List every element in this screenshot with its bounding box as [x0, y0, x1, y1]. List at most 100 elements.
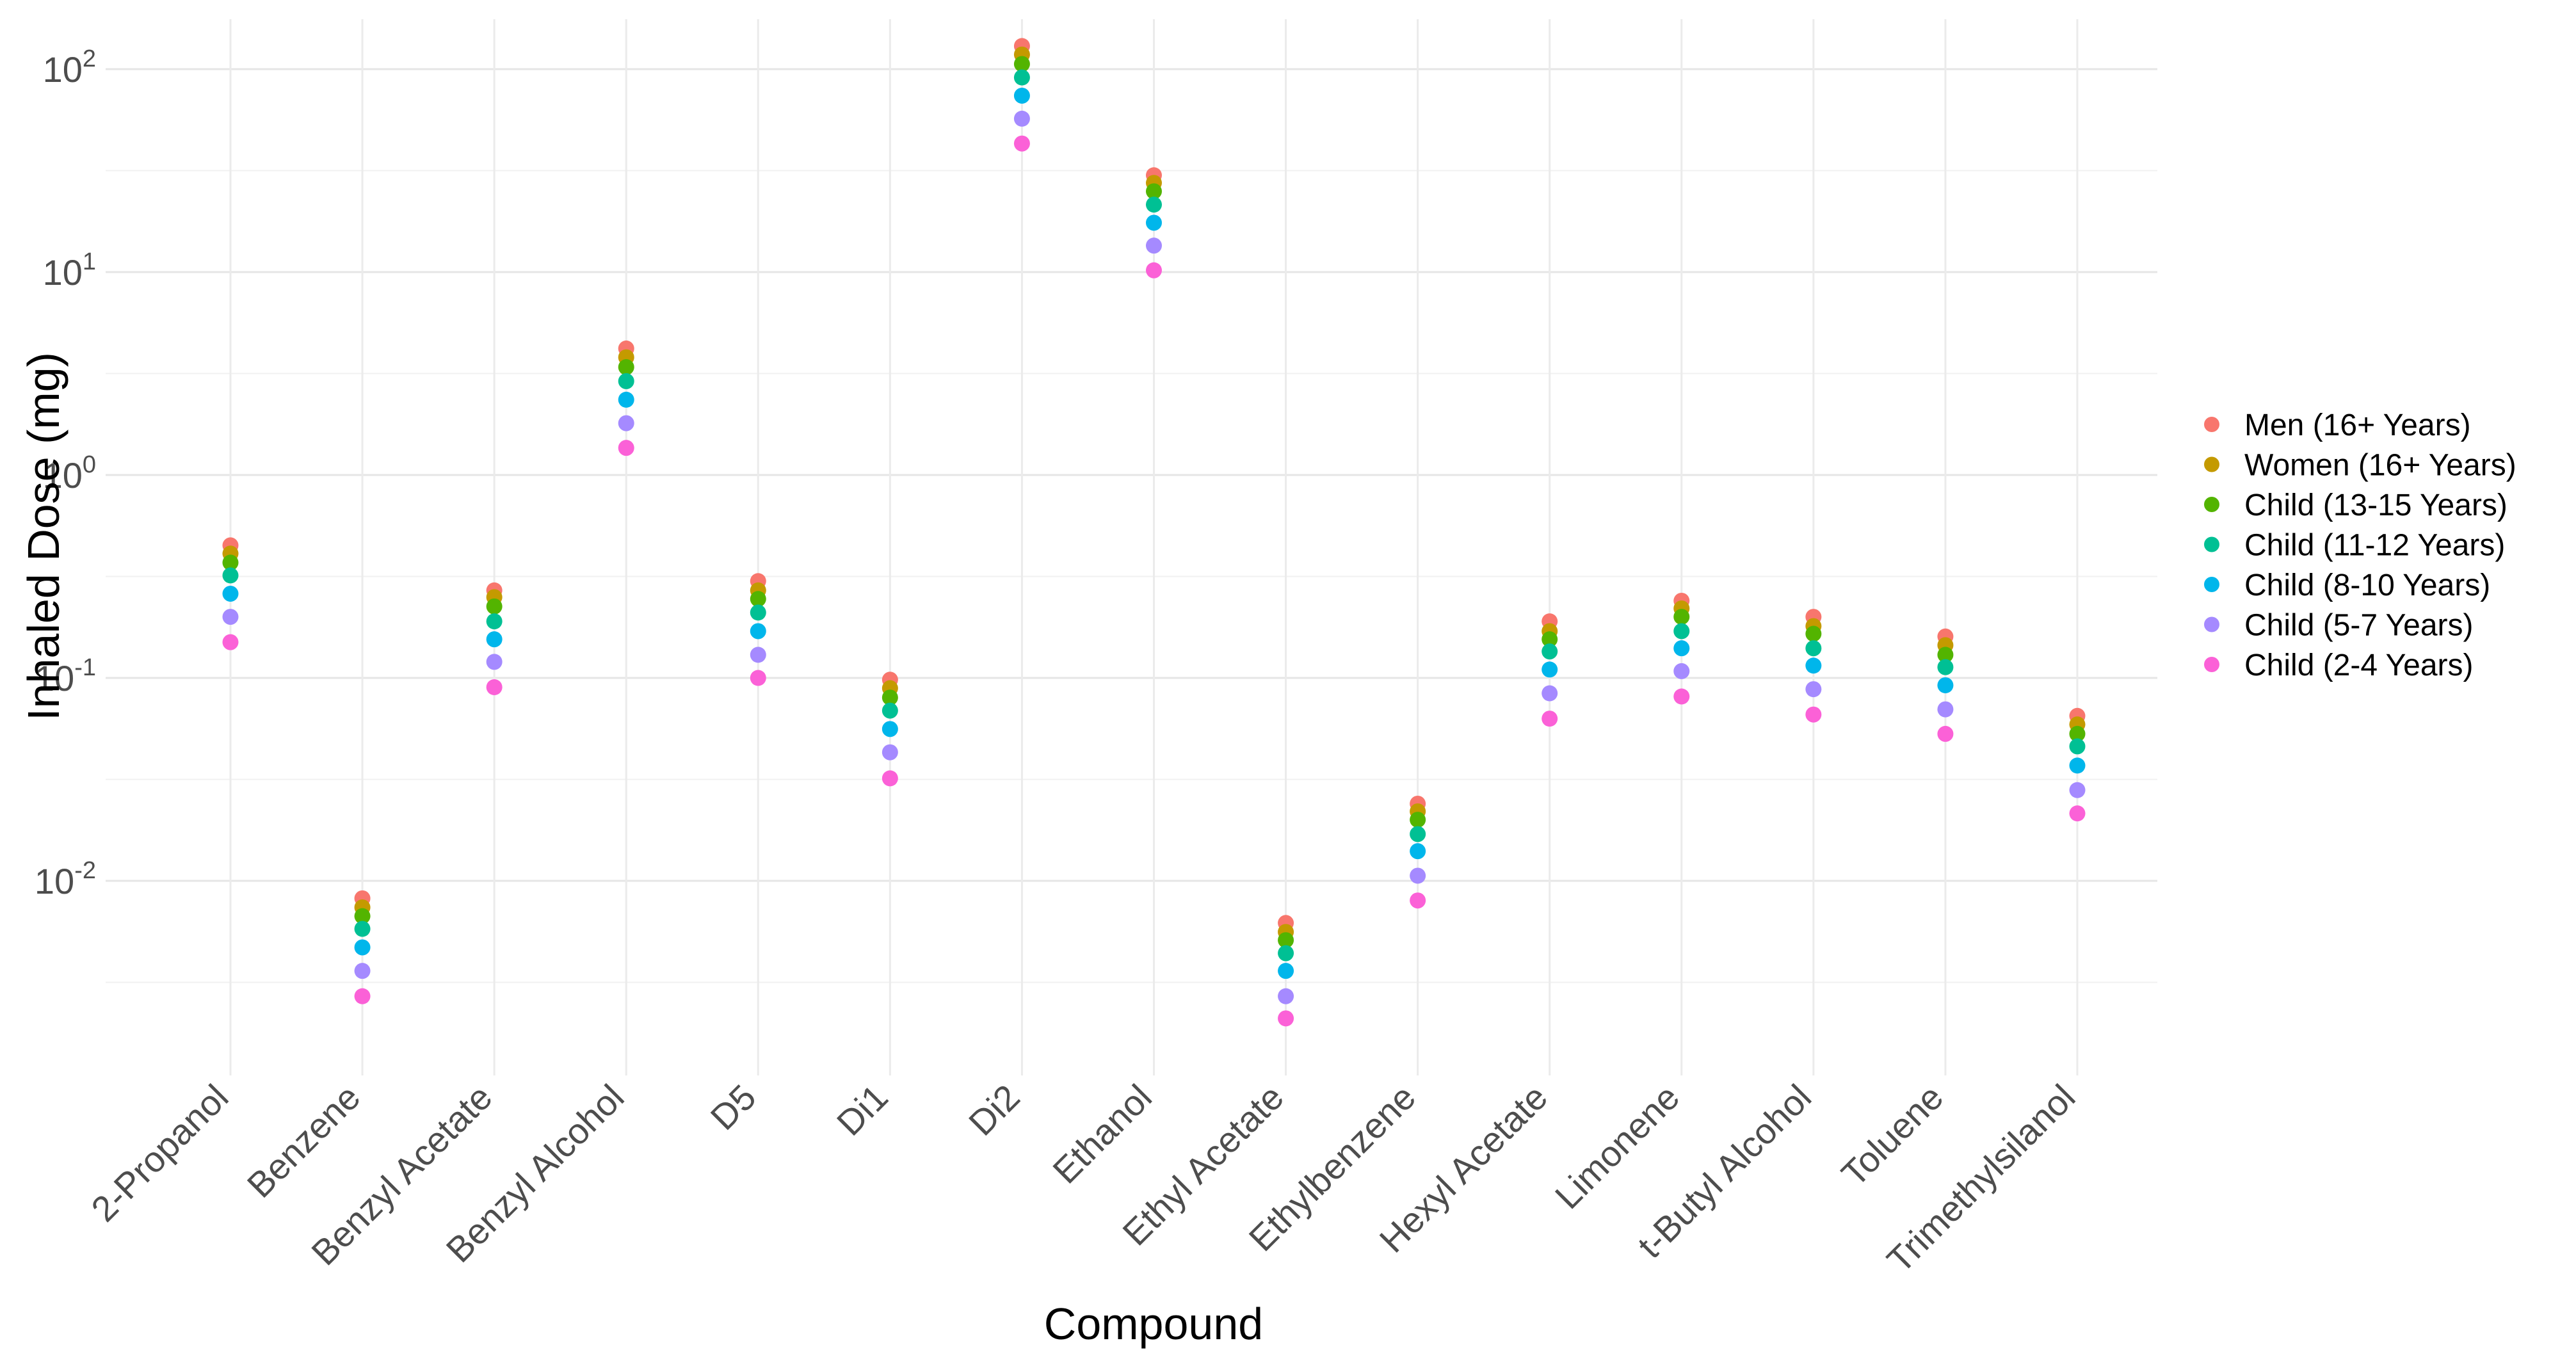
x-tick-label: D5	[703, 1077, 764, 1138]
y-tick-exponent: 2	[83, 45, 96, 72]
y-tick-base: 10	[35, 658, 74, 698]
x-tick-label: Benzene	[239, 1077, 368, 1205]
data-point	[881, 702, 898, 719]
data-point	[1542, 631, 1558, 648]
legend-key	[2204, 616, 2219, 632]
x-axis-title: Compound	[1044, 1299, 1263, 1349]
data-point	[1937, 701, 1954, 718]
grid-layer	[106, 19, 2157, 1075]
data-point	[2069, 725, 2086, 742]
data-point	[1013, 56, 1030, 72]
data-point	[1146, 214, 1162, 231]
data-point	[881, 744, 898, 760]
data-point	[486, 654, 503, 670]
data-point	[222, 609, 239, 625]
data-point	[486, 613, 503, 630]
data-point	[750, 670, 766, 686]
data-point	[1410, 812, 1426, 828]
data-point	[486, 598, 503, 615]
data-point	[1673, 640, 1690, 657]
data-point	[881, 689, 898, 706]
legend-label: Child (8-10 Years)	[2244, 568, 2490, 602]
y-tick-base: 10	[35, 861, 74, 901]
data-point	[1013, 135, 1030, 152]
legend-key	[2204, 657, 2219, 672]
data-point	[1542, 643, 1558, 660]
x-tick-label: Limonene	[1547, 1077, 1687, 1216]
data-point	[1146, 183, 1162, 200]
data-point	[1278, 945, 1294, 962]
data-point	[1410, 826, 1426, 842]
data-point	[1805, 706, 1822, 723]
data-point	[1278, 1010, 1294, 1027]
data-point	[1937, 659, 1954, 675]
data-point	[750, 604, 766, 621]
data-point	[1278, 963, 1294, 979]
y-tick-exponent: -2	[74, 857, 96, 884]
data-point	[750, 591, 766, 608]
data-point	[1013, 69, 1030, 86]
data-point	[618, 391, 634, 408]
legend-key	[2204, 577, 2219, 592]
data-point	[354, 988, 371, 1004]
x-tick-label: Toluene	[1833, 1077, 1951, 1194]
data-point	[1805, 681, 1822, 698]
data-point	[354, 921, 371, 937]
x-tick-label: Di1	[829, 1077, 896, 1143]
data-point	[2069, 782, 2086, 798]
data-point	[881, 770, 898, 787]
data-point	[222, 554, 239, 571]
data-point	[222, 585, 239, 602]
data-point	[1673, 663, 1690, 679]
data-point	[354, 963, 371, 979]
y-tick-label: 102	[43, 45, 96, 90]
y-axis-title: Inhaled Dose (mg)	[19, 352, 68, 721]
data-point	[1542, 661, 1558, 678]
data-point	[1278, 932, 1294, 949]
y-tick-base: 10	[43, 252, 83, 293]
y-tick-exponent: 1	[83, 248, 96, 275]
legend-key	[2204, 456, 2219, 472]
data-point	[618, 373, 634, 389]
legend-key	[2204, 417, 2219, 432]
data-point	[1410, 843, 1426, 860]
data-point	[1278, 988, 1294, 1004]
y-tick-label: 10-1	[35, 654, 96, 698]
legend-label: Men (16+ Years)	[2244, 408, 2471, 442]
data-point	[1673, 688, 1690, 705]
legend-label: Child (2-4 Years)	[2244, 648, 2474, 682]
x-tick-label: Ethanol	[1045, 1077, 1159, 1191]
data-point	[618, 359, 634, 376]
legend-label: Child (13-15 Years)	[2244, 488, 2508, 522]
data-point	[1805, 657, 1822, 674]
data-point	[1410, 892, 1426, 909]
data-point	[1937, 647, 1954, 663]
y-tick-base: 10	[43, 49, 83, 90]
data-point	[618, 440, 634, 456]
data-point	[1410, 867, 1426, 884]
data-point	[750, 623, 766, 640]
data-point	[1013, 110, 1030, 127]
data-point	[222, 567, 239, 584]
y-tick-label: 100	[43, 451, 96, 495]
data-point	[2069, 738, 2086, 755]
y-tick-base: 10	[43, 455, 83, 495]
data-point	[1146, 237, 1162, 254]
legend-label: Women (16+ Years)	[2244, 449, 2516, 483]
data-point	[486, 679, 503, 696]
data-point	[1542, 685, 1558, 702]
x-tick-label: 2-Propanol	[83, 1077, 236, 1229]
data-point	[750, 647, 766, 663]
legend-label: Child (11-12 Years)	[2244, 529, 2505, 563]
y-tick-exponent: 0	[83, 451, 96, 478]
data-point	[1146, 197, 1162, 213]
legend-key	[2204, 497, 2219, 512]
data-points-layer	[222, 38, 2086, 1027]
data-point	[1673, 609, 1690, 625]
data-point	[618, 415, 634, 431]
data-point	[354, 939, 371, 956]
